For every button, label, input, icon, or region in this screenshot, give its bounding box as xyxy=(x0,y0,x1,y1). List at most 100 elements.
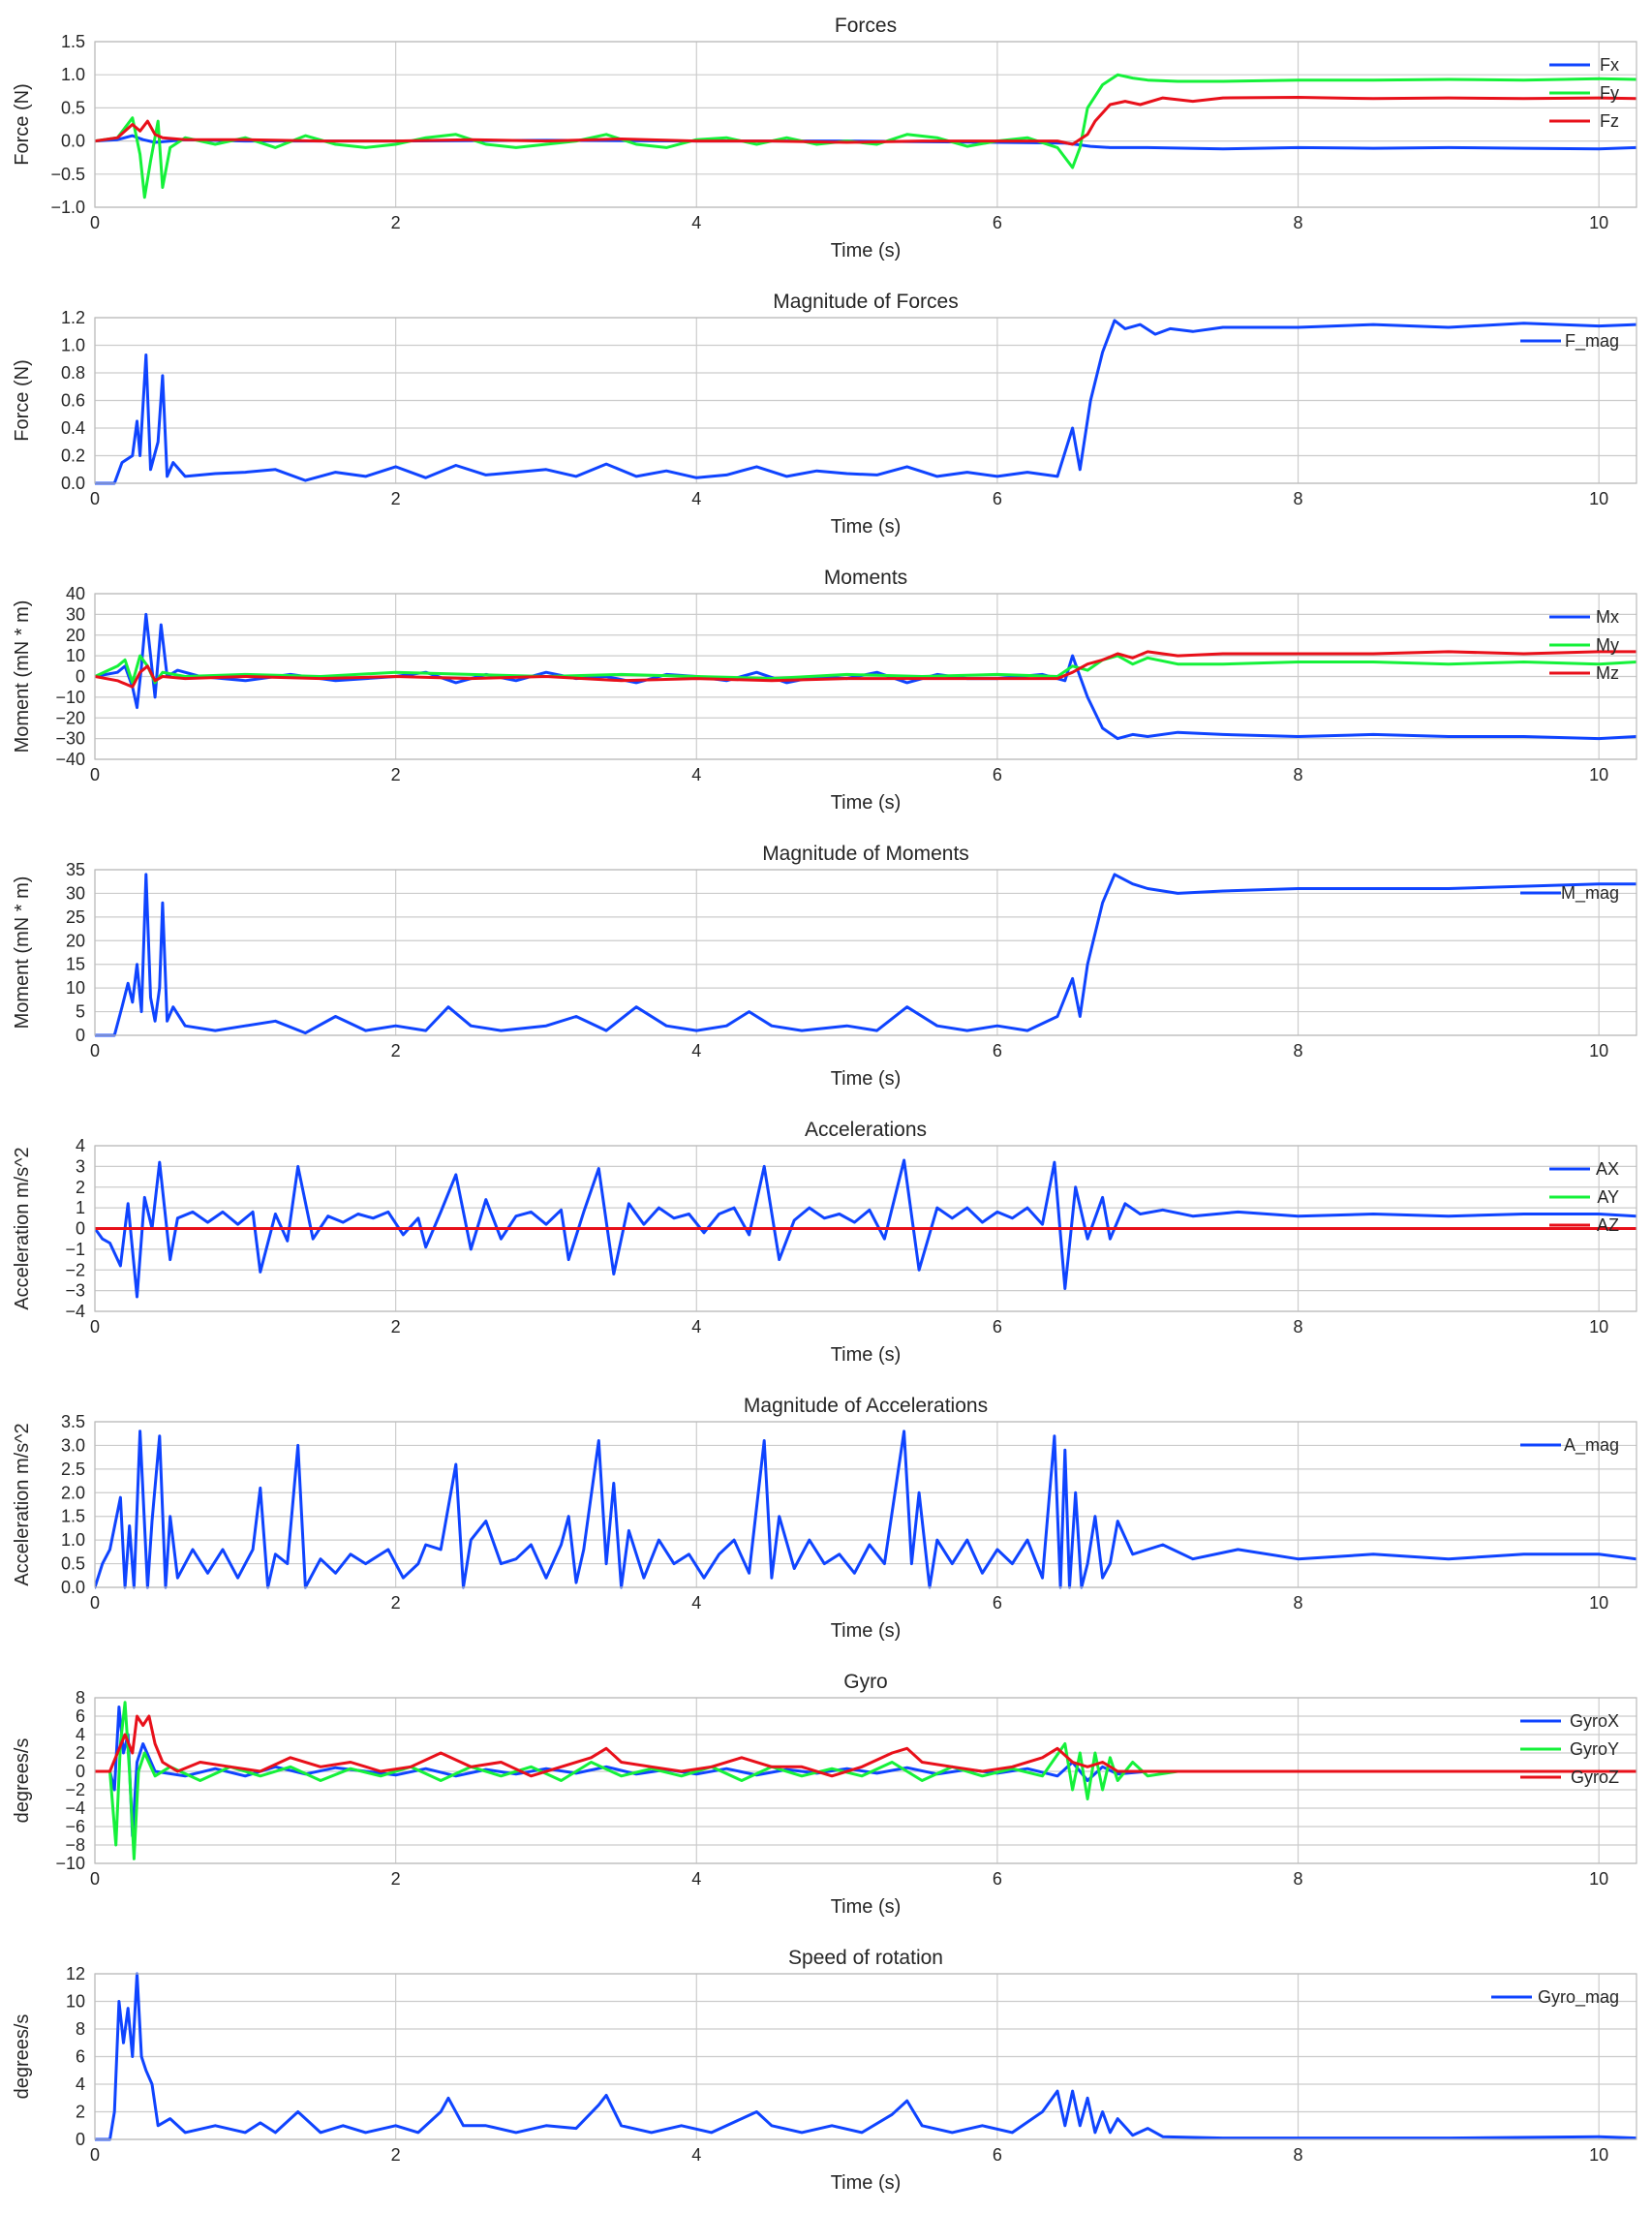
x-tick-label: 10 xyxy=(1589,213,1608,232)
y-tick-label: 1.5 xyxy=(61,32,85,51)
legend-label-gyroz: GyroZ xyxy=(1571,1767,1619,1787)
x-tick-label: 6 xyxy=(993,1317,1002,1337)
y-tick-label: 12 xyxy=(66,1964,85,1983)
legend-label-my: My xyxy=(1596,635,1619,655)
x-tick-label: 2 xyxy=(391,1869,401,1889)
x-axis-label: Time (s) xyxy=(831,1068,902,1090)
x-tick-label: 2 xyxy=(391,489,401,508)
y-tick-label: 0.6 xyxy=(61,391,85,411)
x-axis-label: Time (s) xyxy=(831,2172,902,2194)
y-axis-label: Acceleration m/s^2 xyxy=(12,1423,33,1585)
y-axis-label: Acceleration m/s^2 xyxy=(12,1147,33,1309)
panel-0: 0 2 4 6 8 10 −1.0 −0.5 0.0 0.5 1.0 1.5 Forces Time (s… xyxy=(12,15,1637,261)
plot-frame xyxy=(94,1697,1637,1864)
plot-frame xyxy=(94,593,1637,760)
legend-label-gyrox: GyroX xyxy=(1570,1711,1619,1731)
y-tick-label: 0.0 xyxy=(61,474,85,493)
y-tick-label: 0 xyxy=(76,1219,85,1239)
legend-label-gyro_mag: Gyro_mag xyxy=(1538,1987,1619,2008)
plot-frame xyxy=(94,1145,1637,1312)
x-tick-label: 10 xyxy=(1589,489,1608,508)
legend-label-f_mag: F_mag xyxy=(1565,331,1619,352)
y-tick-label: 0 xyxy=(76,1762,85,1781)
y-tick-label: 1.0 xyxy=(61,336,85,355)
y-tick-label: 0.4 xyxy=(61,418,85,438)
x-tick-label: 6 xyxy=(993,765,1002,784)
y-tick-label: 0 xyxy=(76,667,85,687)
y-tick-label: 1.2 xyxy=(61,308,85,327)
y-tick-label: 1.0 xyxy=(61,65,85,84)
plot-frame xyxy=(94,1973,1637,2140)
series-line-f_mag xyxy=(95,319,1637,485)
panel-7: 0 2 4 6 8 10 0 2 4 6 8 10 12 Speed of rotation Time (s… xyxy=(12,1947,1637,2194)
x-tick-label: 0 xyxy=(90,1041,100,1060)
x-tick-label: 0 xyxy=(90,2145,100,2165)
y-tick-label: 40 xyxy=(66,584,85,603)
x-axis-label: Time (s) xyxy=(831,1344,902,1366)
x-tick-label: 8 xyxy=(1294,1041,1303,1060)
x-tick-label: 10 xyxy=(1589,1041,1608,1060)
chart-title: Forces xyxy=(835,15,897,37)
legend-label-ay: AY xyxy=(1597,1187,1619,1207)
y-axis-label: Force (N) xyxy=(12,359,33,441)
x-tick-label: 2 xyxy=(391,1593,401,1613)
x-tick-label: 10 xyxy=(1589,2145,1608,2165)
series-line-fy xyxy=(95,73,1637,200)
legend-label-a_mag: A_mag xyxy=(1564,1435,1619,1456)
y-tick-label: 2 xyxy=(76,1178,85,1197)
y-tick-label: 1 xyxy=(76,1198,85,1217)
y-tick-label: 6 xyxy=(76,2047,85,2067)
chart-title: Moments xyxy=(824,567,907,589)
x-axis-label: Time (s) xyxy=(831,792,902,814)
x-tick-label: 2 xyxy=(391,213,401,232)
plot-frame xyxy=(94,1421,1637,1588)
y-tick-label: −4 xyxy=(65,1798,85,1818)
series-line-mz xyxy=(95,650,1637,689)
chart-title: Accelerations xyxy=(805,1119,927,1141)
y-axis-label: Force (N) xyxy=(12,83,33,165)
y-tick-label: 2.0 xyxy=(61,1483,85,1502)
x-tick-label: 6 xyxy=(993,489,1002,508)
y-tick-label: 10 xyxy=(66,1992,85,2012)
y-tick-label: 0 xyxy=(76,1026,85,1045)
x-tick-label: 2 xyxy=(391,1041,401,1060)
x-tick-label: 0 xyxy=(90,213,100,232)
legend-label-mx: Mx xyxy=(1596,607,1619,627)
y-tick-label: −1.0 xyxy=(50,198,85,217)
x-tick-label: 0 xyxy=(90,765,100,784)
y-tick-label: 2 xyxy=(76,2103,85,2122)
y-tick-label: 5 xyxy=(76,1002,85,1022)
x-tick-label: 10 xyxy=(1589,1317,1608,1337)
y-tick-label: −20 xyxy=(55,708,85,727)
x-tick-label: 4 xyxy=(691,1317,701,1337)
x-tick-label: 4 xyxy=(691,1869,701,1889)
x-tick-label: 4 xyxy=(691,489,701,508)
y-tick-label: 15 xyxy=(66,955,85,974)
y-tick-label: 25 xyxy=(66,907,85,927)
x-tick-label: 8 xyxy=(1294,1317,1303,1337)
x-tick-label: 10 xyxy=(1589,1593,1608,1613)
y-tick-label: 0.8 xyxy=(61,363,85,383)
plot-frame xyxy=(94,317,1637,484)
y-tick-label: 30 xyxy=(66,883,85,903)
legend-label-gyroy: GyroY xyxy=(1570,1739,1619,1759)
x-tick-label: 8 xyxy=(1294,765,1303,784)
y-tick-label: 4 xyxy=(76,1136,85,1155)
x-tick-label: 2 xyxy=(391,1317,401,1337)
x-tick-label: 8 xyxy=(1294,2145,1303,2165)
y-tick-label: 8 xyxy=(76,1688,85,1707)
y-axis-label: degrees/s xyxy=(12,1738,33,1824)
x-tick-label: 6 xyxy=(993,213,1002,232)
series-line-gyroy xyxy=(95,1701,1637,1860)
x-tick-label: 10 xyxy=(1589,1869,1608,1889)
x-axis-label: Time (s) xyxy=(831,1896,902,1918)
chart-title: Magnitude of Moments xyxy=(762,843,969,865)
x-tick-label: 4 xyxy=(691,213,701,232)
series-line-fz xyxy=(95,96,1637,146)
y-tick-label: −30 xyxy=(55,729,85,749)
x-tick-label: 0 xyxy=(90,489,100,508)
x-tick-label: 6 xyxy=(993,2145,1002,2165)
